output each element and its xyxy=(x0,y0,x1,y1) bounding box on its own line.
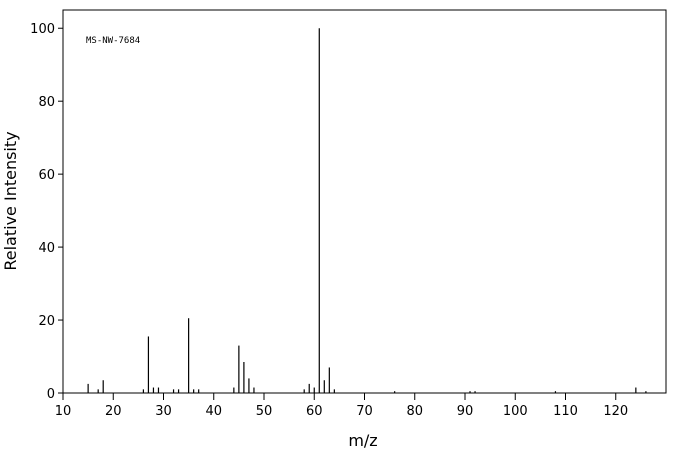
x-tick-label: 120 xyxy=(603,404,628,419)
x-tick-label: 80 xyxy=(406,404,423,419)
annotation: MS-NW-7684 xyxy=(86,36,140,46)
y-tick-label: 20 xyxy=(38,314,55,329)
plot-frame xyxy=(62,9,667,394)
x-tick-label: 40 xyxy=(205,404,222,419)
y-tick-label: 80 xyxy=(38,95,55,110)
x-tick-label: 30 xyxy=(155,404,172,419)
x-tick-label: 100 xyxy=(503,404,528,419)
x-tick-label: 70 xyxy=(356,404,373,419)
y-tick-label: 40 xyxy=(38,241,55,256)
y-axis-label: Relative Intensity xyxy=(1,131,20,270)
x-tick-label: 50 xyxy=(256,404,273,419)
x-tick-label: 10 xyxy=(55,404,72,419)
y-tick-label: 100 xyxy=(30,22,55,37)
x-tick-label: 110 xyxy=(553,404,578,419)
y-tick-label: 60 xyxy=(38,168,55,183)
x-tick-label: 20 xyxy=(105,404,122,419)
y-tick-label: 0 xyxy=(47,387,55,402)
x-tick-label: 60 xyxy=(306,404,323,419)
x-axis-label: m/z xyxy=(348,431,377,450)
x-tick-label: 90 xyxy=(457,404,474,419)
